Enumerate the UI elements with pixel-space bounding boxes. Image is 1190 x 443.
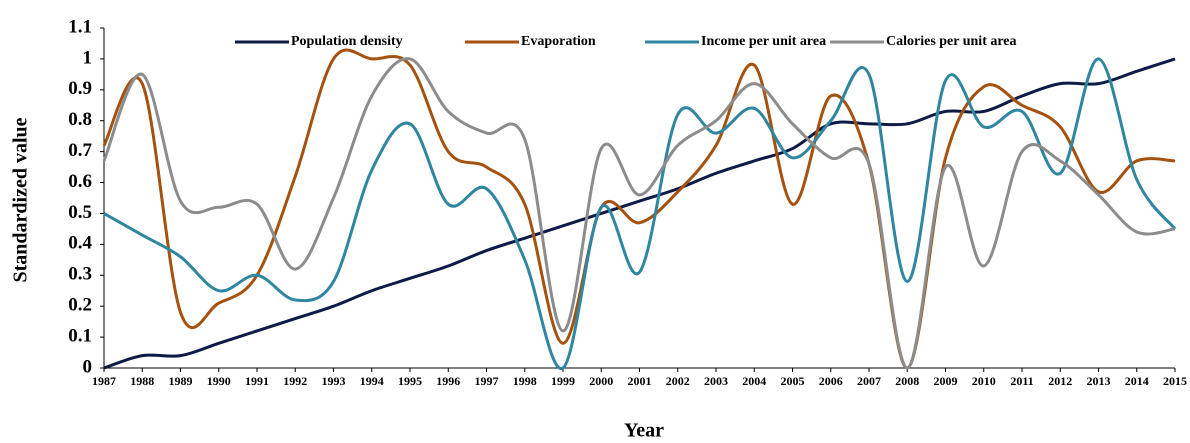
x-tick-label: 1997 [475, 374, 499, 388]
x-tick-label: 2009 [934, 374, 958, 388]
x-tick-label: 1996 [436, 374, 460, 388]
x-tick-label: 2001 [628, 374, 652, 388]
x-tick-label: 1987 [92, 374, 116, 388]
x-tick-label: 2006 [819, 374, 843, 388]
x-tick-label: 2010 [972, 374, 996, 388]
legend-label: Evaporation [521, 34, 596, 49]
x-tick-label: 1994 [360, 374, 384, 388]
legend-label: Population density [291, 34, 403, 49]
x-tick-label: 2004 [742, 374, 766, 388]
x-tick-label: 1999 [551, 374, 575, 388]
y-tick-label: 0.4 [68, 233, 92, 254]
x-tick-label: 2015 [1163, 374, 1187, 388]
x-tick-label: 2005 [781, 374, 805, 388]
x-tick-label: 2014 [1125, 374, 1149, 388]
x-tick-label: 1990 [207, 374, 231, 388]
series-line [102, 57, 1176, 370]
y-tick-label: 0.6 [68, 171, 92, 192]
series-line [103, 57, 1176, 370]
x-tick-label: 1998 [513, 374, 537, 388]
y-tick-label: 1.1 [68, 16, 92, 37]
x-tick-label: 2012 [1048, 374, 1072, 388]
legend-label: Income per unit area [701, 34, 826, 49]
x-tick-label: 1989 [169, 374, 193, 388]
x-tick-label: 1992 [283, 374, 307, 388]
y-tick-label: 0.1 [68, 325, 92, 346]
x-tick-label: 2002 [666, 374, 690, 388]
x-tick-label: 2011 [1010, 374, 1033, 388]
series-line [102, 48, 1176, 370]
x-tick-label: 2008 [895, 374, 919, 388]
series-line [103, 57, 1177, 370]
x-axis-title: Year [624, 420, 664, 442]
y-tick-label: 0.9 [68, 78, 92, 99]
y-tick-label: 0.5 [68, 202, 92, 223]
x-tick-label: 2003 [704, 374, 728, 388]
x-tick-label: 1988 [130, 374, 154, 388]
x-tick-label: 2000 [589, 374, 613, 388]
y-tick-label: 0.3 [68, 264, 92, 285]
x-tick-label: 2007 [857, 374, 881, 388]
x-tick-label: 2013 [1087, 374, 1111, 388]
x-tick-label: 1993 [322, 374, 346, 388]
legend-label: Calories per unit area [886, 34, 1017, 49]
y-tick-label: 0 [83, 356, 93, 377]
y-axis-title: Standardized value [10, 117, 32, 282]
x-tick-label: 1991 [245, 374, 269, 388]
y-tick-label: 0.8 [68, 109, 92, 130]
x-tick-label: 1995 [398, 374, 422, 388]
y-tick-label: 0.2 [68, 295, 92, 316]
y-tick-label: 1 [83, 47, 93, 68]
y-tick-label: 0.7 [68, 140, 92, 161]
